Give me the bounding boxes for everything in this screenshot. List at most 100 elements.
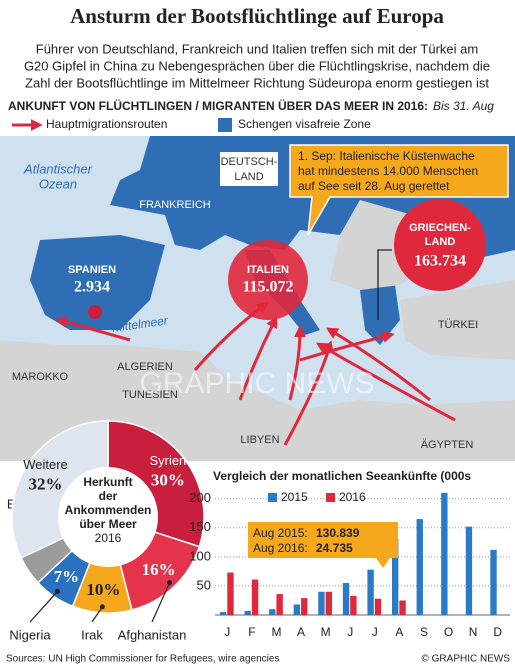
bar — [367, 569, 374, 615]
bar — [269, 609, 276, 615]
schengen-land — [360, 285, 400, 345]
country-label: FRANKREICH — [139, 199, 211, 211]
bar — [325, 591, 332, 615]
annotation-box — [248, 522, 398, 568]
bar — [350, 595, 357, 615]
annotation-value: 130.839 — [316, 526, 360, 540]
bar — [244, 610, 251, 615]
country-label: GRIECHEN- — [409, 222, 471, 234]
pie-title: über Meer — [79, 517, 137, 531]
x-tick-label: M — [271, 625, 281, 639]
pie-value-label: 30% — [151, 470, 185, 489]
legend-swatch — [218, 118, 232, 132]
pie-category-label: Syrien — [149, 453, 186, 468]
pie-value-label: 7% — [54, 567, 80, 586]
pie-title: der — [99, 489, 118, 503]
map-heading: ANKUNFT VON FLÜCHTLINGEN / MIGRANTEN ÜBE… — [8, 98, 428, 113]
arrivals-value: 2.934 — [74, 279, 110, 296]
map: Atlantischer Ozean DEUTSCH- LAND FRANKRE… — [0, 136, 515, 461]
subtitle: Führer von Deutschland, Frankreich und I… — [36, 41, 478, 56]
map-heading-note: Bis 31. Aug — [433, 99, 494, 113]
pie-category-label: Irak — [81, 627, 103, 642]
x-tick-label: O — [444, 625, 453, 639]
source: Sources: UN High Commissioner for Refuge… — [6, 654, 279, 665]
pie-hole — [58, 467, 158, 567]
country-label: LAND — [234, 171, 263, 183]
x-tick-label: S — [420, 625, 428, 639]
x-tick-label: J — [372, 625, 378, 639]
schengen-land — [30, 235, 165, 330]
x-tick-label: D — [493, 625, 502, 639]
bar — [490, 549, 497, 615]
y-tick-label: 50 — [197, 577, 211, 592]
bar — [251, 579, 259, 615]
pie-category-label: Nigeria — [9, 627, 51, 642]
bar-title: Vergleich der monatlichen Seeankünfte (0… — [213, 469, 471, 483]
country-label: ÄGYPTEN — [421, 439, 474, 451]
leader-line — [151, 582, 171, 623]
leader-dot — [167, 580, 173, 586]
pie-value-label: 16% — [142, 560, 176, 579]
country-label: DEUTSCH- — [221, 156, 278, 168]
y-tick-label: 150 — [189, 519, 211, 534]
credit: © GRAPHIC NEWS — [422, 654, 511, 665]
bar — [416, 519, 423, 615]
bar — [219, 612, 227, 615]
y-tick-label: 200 — [189, 490, 211, 505]
legend-label: Hauptmigrationsrouten — [46, 117, 167, 131]
legend-swatch — [326, 493, 335, 502]
bar — [318, 591, 325, 615]
country-label: ITALIEN — [247, 264, 289, 276]
bar — [227, 572, 234, 615]
arrivals-circle — [394, 199, 486, 291]
x-tick-label: J — [224, 625, 230, 639]
subtitle: G20 Gipfel in China zu Nebengesprächen ü… — [24, 58, 490, 73]
country-label: ALGERIEN — [117, 361, 173, 373]
x-tick-label: J — [347, 625, 353, 639]
bar — [399, 600, 406, 615]
pie-value-label: 32% — [29, 474, 63, 493]
callout-box — [289, 144, 509, 236]
x-tick-label: A — [297, 625, 305, 639]
arrivals-circle — [88, 305, 102, 319]
migration-routes — [55, 302, 456, 446]
bar — [301, 598, 308, 615]
legend-label: Schengen visafreie Zone — [238, 117, 371, 131]
pie-category-label: Weitere — [23, 457, 68, 472]
bar — [374, 598, 382, 615]
x-tick-label: M — [321, 625, 331, 639]
legend-label: 2015 — [281, 490, 308, 504]
callout-text: hat mindestens 14.000 Menschen — [298, 164, 478, 178]
pie-subtitle: 2016 — [95, 531, 122, 545]
pie-title: Ankommenden — [65, 503, 152, 517]
leader-dot — [54, 588, 60, 594]
bar — [276, 594, 283, 615]
bar — [293, 604, 301, 615]
pie-category-label: Afghanistan — [118, 627, 187, 642]
arrivals-value: 163.734 — [414, 253, 466, 270]
callout-text: auf See seit 28. Aug gerettet — [298, 179, 450, 193]
x-tick-label: F — [248, 625, 255, 639]
country-label: LIBYEN — [240, 434, 279, 446]
legend-swatch — [268, 493, 277, 502]
ocean-label: Ozean — [39, 176, 77, 191]
bar — [441, 492, 448, 615]
x-tick-label: N — [469, 625, 478, 639]
bar — [465, 526, 473, 615]
pointer — [377, 249, 392, 320]
arrivals-circle — [228, 240, 308, 320]
arrivals-value: 115.072 — [242, 279, 293, 296]
leader-dot — [99, 604, 105, 610]
callout-text: 1. Sep: Italienische Küstenwache — [298, 149, 475, 163]
leader-line — [29, 591, 58, 623]
x-tick-label: A — [395, 625, 403, 639]
annotation-text: Aug 2016: — [253, 541, 308, 555]
title: Ansturm der Bootsflüchtlinge auf Europa — [70, 4, 444, 28]
subtitle: Zahl der Bootsflüchtlinge im Mittelmeer … — [25, 75, 489, 90]
country-label: MAROKKO — [12, 371, 69, 383]
annotation-value: 24.735 — [316, 541, 353, 555]
bar — [342, 583, 350, 615]
pie-value-label: 10% — [86, 580, 120, 599]
label-box — [220, 152, 278, 186]
